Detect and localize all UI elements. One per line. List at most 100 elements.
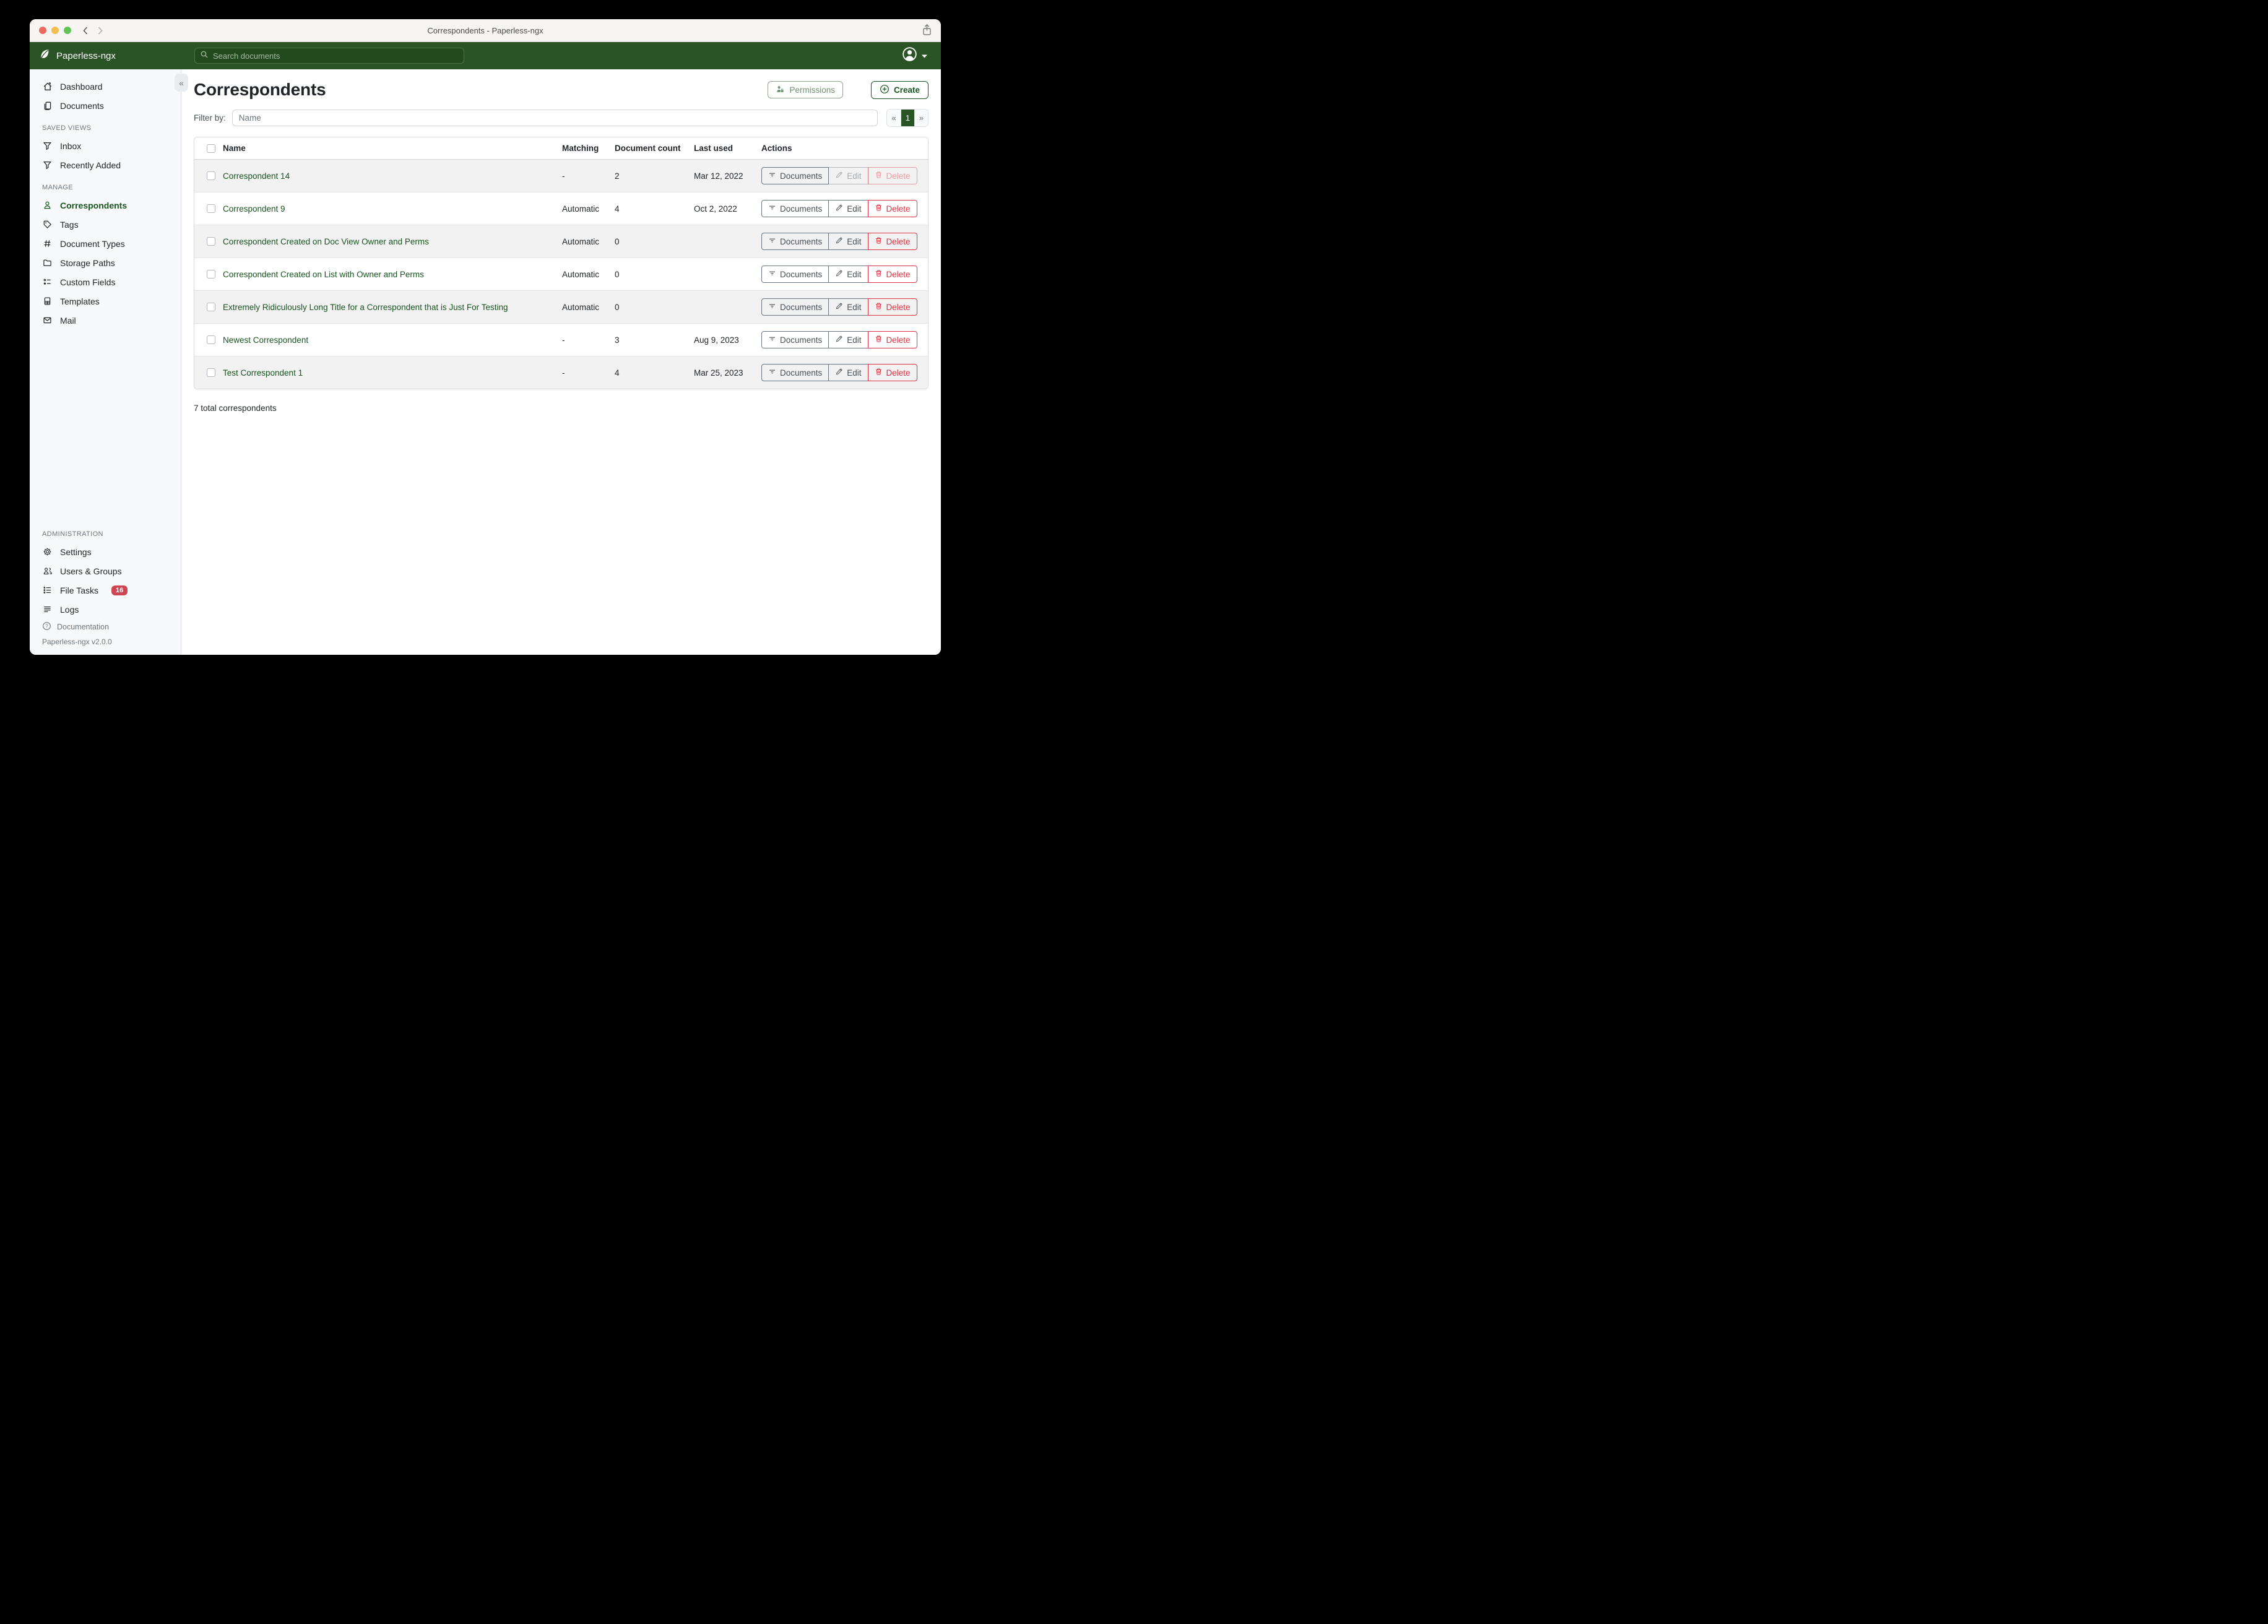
matching-cell: - xyxy=(562,171,565,181)
pagination-prev-button[interactable]: « xyxy=(887,110,901,126)
sidebar-item-label: Document Types xyxy=(60,238,125,249)
delete-button[interactable]: Delete xyxy=(867,266,917,283)
correspondent-link[interactable]: Newest Correspondent xyxy=(223,335,309,345)
sidebar-item-dashboard[interactable]: Dashboard xyxy=(30,77,181,96)
section-manage: MANAGE xyxy=(42,184,74,191)
search-icon xyxy=(200,50,209,62)
row-checkbox[interactable] xyxy=(207,303,215,311)
documents-button[interactable]: Documents xyxy=(761,233,829,250)
table-row: Extremely Ridiculously Long Title for a … xyxy=(194,290,928,324)
filter-icon xyxy=(768,236,776,246)
edit-button[interactable]: Edit xyxy=(828,200,868,217)
forward-icon[interactable] xyxy=(97,26,103,35)
edit-button[interactable]: Edit xyxy=(828,233,868,250)
sidebar-item-mail[interactable]: Mail xyxy=(30,311,181,330)
permissions-button[interactable]: Permissions xyxy=(768,81,843,98)
matching-cell: Automatic xyxy=(562,302,600,312)
sidebar-item-file-tasks[interactable]: File Tasks 16 xyxy=(30,581,181,600)
user-menu[interactable] xyxy=(902,46,927,65)
minimize-button[interactable] xyxy=(51,27,59,34)
delete-button[interactable]: Delete xyxy=(867,200,917,217)
sidebar-item-recently-added[interactable]: Recently Added xyxy=(30,155,181,175)
create-button[interactable]: Create xyxy=(870,80,928,99)
correspondent-link[interactable]: Extremely Ridiculously Long Title for a … xyxy=(223,302,508,312)
correspondent-link[interactable]: Correspondent 9 xyxy=(223,204,285,214)
pagination-page-1[interactable]: 1 xyxy=(901,110,914,126)
logs-icon xyxy=(42,605,53,614)
row-checkbox[interactable] xyxy=(207,204,215,213)
filter-icon xyxy=(768,302,776,312)
back-icon[interactable] xyxy=(82,26,89,35)
correspondent-link[interactable]: Correspondent Created on Doc View Owner … xyxy=(223,236,429,246)
sidebar-item-document-types[interactable]: Document Types xyxy=(30,234,181,253)
filter-icon xyxy=(768,269,776,279)
edit-button[interactable]: Edit xyxy=(828,298,868,316)
trash-icon xyxy=(875,204,883,214)
mail-icon xyxy=(42,316,53,325)
edit-button[interactable]: Edit xyxy=(828,331,868,348)
row-checkbox[interactable] xyxy=(207,368,215,377)
sidebar-item-tags[interactable]: Tags xyxy=(30,215,181,234)
edit-button: Edit xyxy=(828,167,868,184)
documents-button[interactable]: Documents xyxy=(761,364,829,381)
search-box[interactable] xyxy=(194,48,464,64)
sidebar-item-logs[interactable]: Logs xyxy=(30,600,181,619)
row-checkbox[interactable] xyxy=(207,237,215,246)
close-button[interactable] xyxy=(39,27,46,34)
row-checkbox[interactable] xyxy=(207,270,215,279)
sidebar-item-users-groups[interactable]: Users & Groups xyxy=(30,561,181,581)
zoom-button[interactable] xyxy=(64,27,71,34)
last-used-cell: Mar 12, 2022 xyxy=(694,171,743,181)
documents-button[interactable]: Documents xyxy=(761,200,829,217)
search-input[interactable] xyxy=(213,51,459,61)
delete-button[interactable]: Delete xyxy=(867,233,917,250)
desktop: Correspondents - Paperless-ngx Paperless… xyxy=(0,0,971,695)
sidebar-item-label: Inbox xyxy=(60,140,82,151)
sidebar-item-correspondents[interactable]: Correspondents xyxy=(30,196,181,215)
brand[interactable]: Paperless-ngx xyxy=(38,48,181,63)
template-icon xyxy=(42,296,53,306)
section-administration: ADMINISTRATION xyxy=(42,530,103,538)
delete-button[interactable]: Delete xyxy=(867,331,917,348)
share-icon[interactable] xyxy=(922,24,932,40)
sidebar-item-custom-fields[interactable]: Custom Fields xyxy=(30,272,181,292)
correspondent-link[interactable]: Correspondent Created on List with Owner… xyxy=(223,269,424,279)
edit-button[interactable]: Edit xyxy=(828,266,868,283)
sidebar-item-storage-paths[interactable]: Storage Paths xyxy=(30,253,181,272)
documents-button[interactable]: Documents xyxy=(761,266,829,283)
sidebar-item-label: Custom Fields xyxy=(60,277,116,287)
last-used-cell xyxy=(694,291,761,324)
matching-cell: Automatic xyxy=(562,236,600,246)
documents-button[interactable]: Documents xyxy=(761,298,829,316)
app-navbar: Paperless-ngx xyxy=(30,42,941,69)
create-label: Create xyxy=(893,85,920,95)
documents-icon xyxy=(42,101,53,111)
row-checkbox[interactable] xyxy=(207,335,215,344)
trash-icon xyxy=(875,335,883,345)
documents-button[interactable]: Documents xyxy=(761,331,829,348)
delete-button[interactable]: Delete xyxy=(867,364,917,381)
pagination-next-button[interactable]: » xyxy=(914,110,928,126)
sidebar-item-settings[interactable]: Settings xyxy=(30,542,181,561)
delete-button[interactable]: Delete xyxy=(867,298,917,316)
sidebar-item-label: Storage Paths xyxy=(60,257,115,268)
sidebar-item-inbox[interactable]: Inbox xyxy=(30,136,181,155)
sidebar-collapse-button[interactable]: « xyxy=(175,74,188,92)
document-count-cell: 0 xyxy=(615,236,620,246)
section-saved-views: SAVED VIEWS xyxy=(42,124,92,132)
table-body: Correspondent 14 - 2 Mar 12, 2022 Docume… xyxy=(194,159,928,389)
table-row: Correspondent Created on Doc View Owner … xyxy=(194,225,928,258)
row-checkbox[interactable] xyxy=(207,171,215,180)
select-all-checkbox[interactable] xyxy=(207,144,215,153)
hash-icon xyxy=(42,239,53,248)
correspondent-link[interactable]: Correspondent 14 xyxy=(223,171,290,181)
documentation-link[interactable]: ? Documentation xyxy=(30,619,181,635)
sidebar-item-documents[interactable]: Documents xyxy=(30,96,181,115)
sidebar-item-templates[interactable]: Templates xyxy=(30,292,181,311)
gear-icon xyxy=(42,547,53,556)
correspondent-link[interactable]: Test Correspondent 1 xyxy=(223,368,303,378)
filter-name-input[interactable] xyxy=(232,110,878,126)
edit-button[interactable]: Edit xyxy=(828,364,868,381)
person-lock-icon xyxy=(776,85,785,95)
documents-button[interactable]: Documents xyxy=(761,167,829,184)
